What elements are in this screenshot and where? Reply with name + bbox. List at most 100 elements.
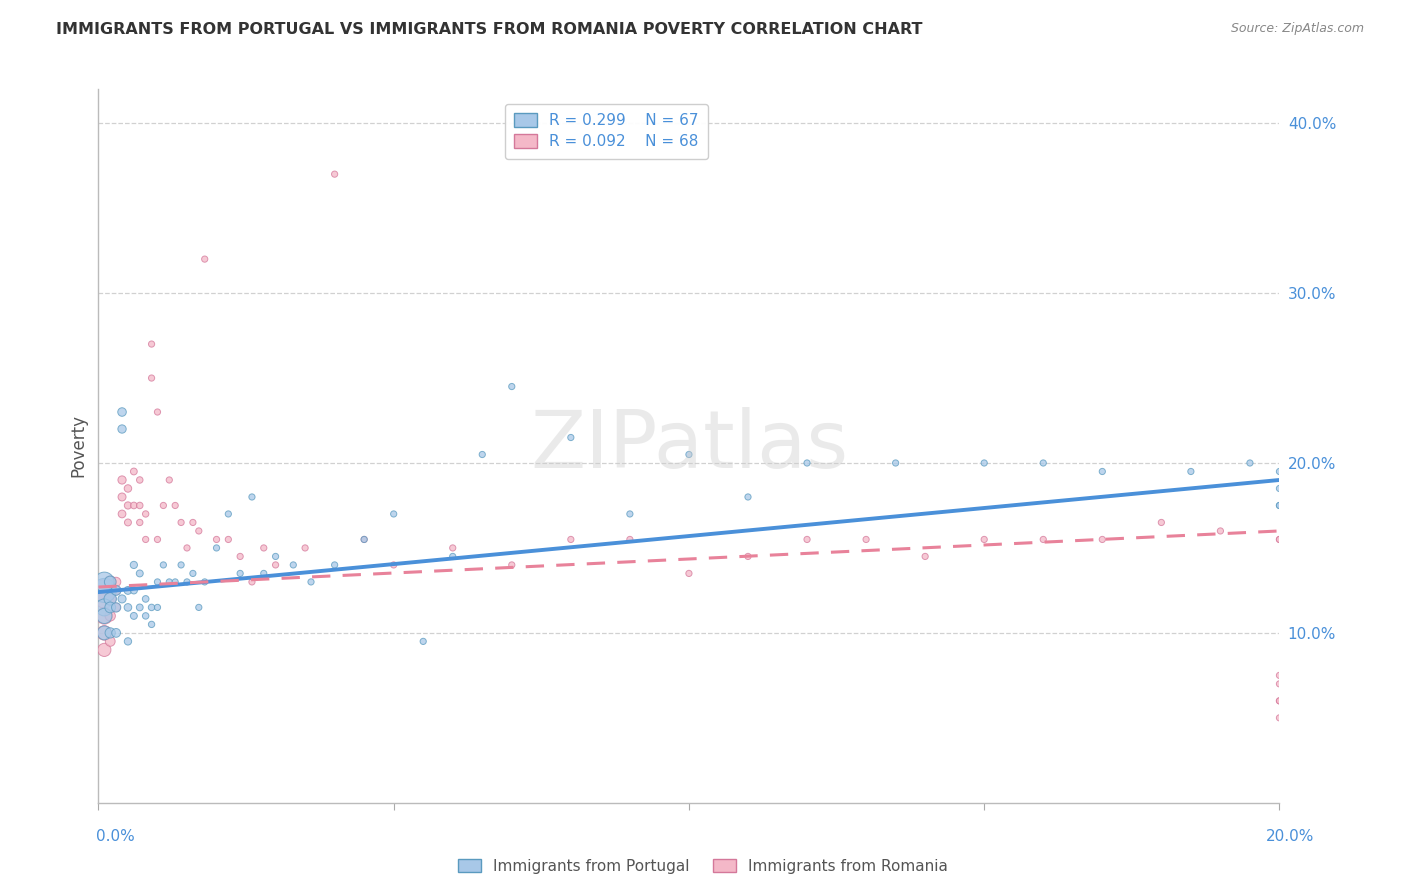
Point (973, 456, 995, 470)
Point (253, 566, 276, 581)
Point (1150, 516, 1173, 530)
Point (382, 558, 405, 572)
Point (471, 448, 494, 462)
Point (1268, 668, 1291, 682)
Text: 0.0%: 0.0% (96, 830, 135, 844)
Text: ZIPatlas: ZIPatlas (530, 407, 848, 485)
Point (240, 490, 263, 504)
Point (105, 583, 128, 598)
Point (122, 558, 145, 572)
Point (152, 499, 174, 513)
Point (323, 558, 346, 572)
Point (1239, 456, 1261, 470)
Point (146, 405, 169, 419)
Point (560, 430, 582, 444)
Point (619, 533, 641, 547)
Point (264, 549, 287, 564)
Point (1268, 711, 1291, 725)
Point (382, 507, 405, 521)
Point (1032, 533, 1054, 547)
Point (93, 643, 115, 657)
Point (1268, 499, 1291, 513)
Point (176, 541, 198, 555)
Point (146, 600, 169, 615)
Point (1268, 533, 1291, 547)
Point (194, 574, 217, 589)
Point (187, 524, 209, 538)
Point (737, 490, 759, 504)
Point (93, 583, 115, 598)
Point (678, 448, 700, 462)
Point (117, 499, 139, 513)
Point (501, 558, 523, 572)
Point (117, 482, 139, 496)
Text: 20.0%: 20.0% (1267, 830, 1315, 844)
Point (205, 533, 228, 547)
Point (93, 583, 115, 598)
Point (135, 591, 157, 606)
Point (441, 541, 464, 555)
Point (157, 574, 180, 589)
Point (128, 600, 150, 615)
Text: IMMIGRANTS FROM PORTUGAL VS IMMIGRANTS FROM ROMANIA POVERTY CORRELATION CHART: IMMIGRANTS FROM PORTUGAL VS IMMIGRANTS F… (56, 22, 922, 37)
Point (141, 600, 163, 615)
Point (122, 583, 145, 598)
Point (122, 465, 145, 479)
Point (128, 516, 150, 530)
Legend: Immigrants from Portugal, Immigrants from Romania: Immigrants from Portugal, Immigrants fro… (453, 853, 953, 880)
Point (441, 549, 464, 564)
Point (135, 507, 157, 521)
Point (678, 566, 700, 581)
Point (181, 516, 204, 530)
Point (229, 549, 252, 564)
Point (98, 591, 121, 606)
Point (117, 600, 139, 615)
Point (105, 600, 128, 615)
Point (1091, 465, 1114, 479)
Point (98, 574, 121, 589)
Point (1032, 456, 1054, 470)
Point (501, 379, 523, 393)
Point (93, 600, 115, 615)
Point (796, 533, 818, 547)
Point (165, 574, 187, 589)
Point (105, 600, 128, 615)
Point (412, 634, 434, 648)
Point (1209, 524, 1232, 538)
Point (884, 456, 907, 470)
Point (111, 507, 134, 521)
Point (187, 600, 209, 615)
Point (135, 533, 157, 547)
Point (98, 591, 121, 606)
Point (240, 574, 263, 589)
Legend: R = 0.299    N = 67, R = 0.092    N = 68: R = 0.299 N = 67, R = 0.092 N = 68 (505, 104, 707, 159)
Point (299, 574, 322, 589)
Point (105, 574, 128, 589)
Point (141, 371, 163, 385)
Point (98, 634, 121, 648)
Point (914, 549, 936, 564)
Point (181, 566, 204, 581)
Point (205, 541, 228, 555)
Point (194, 252, 217, 266)
Point (1268, 465, 1291, 479)
Point (1268, 482, 1291, 496)
Point (1268, 499, 1291, 513)
Point (1180, 465, 1202, 479)
Point (353, 533, 375, 547)
Point (283, 558, 305, 572)
Point (170, 516, 193, 530)
Point (128, 499, 150, 513)
Point (796, 456, 818, 470)
Point (146, 533, 169, 547)
Point (117, 583, 139, 598)
Point (93, 626, 115, 640)
Point (973, 533, 995, 547)
Point (93, 574, 115, 589)
Point (111, 591, 134, 606)
Point (128, 566, 150, 581)
Point (122, 499, 145, 513)
Point (619, 507, 641, 521)
Point (737, 549, 759, 564)
Point (98, 626, 121, 640)
